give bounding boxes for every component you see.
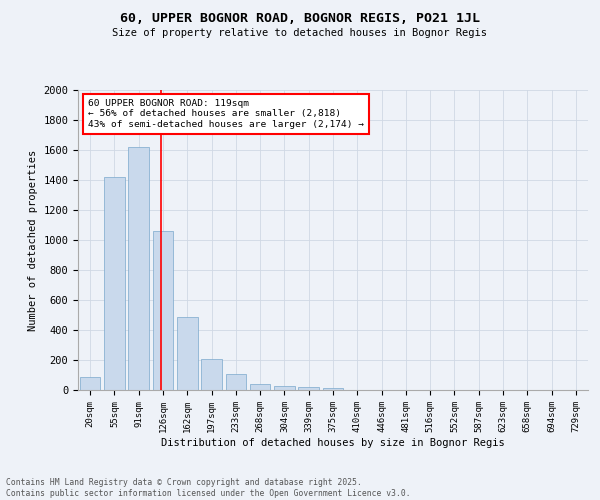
Bar xyxy=(226,374,246,390)
X-axis label: Distribution of detached houses by size in Bognor Regis: Distribution of detached houses by size … xyxy=(161,438,505,448)
Text: 60 UPPER BOGNOR ROAD: 119sqm
← 56% of detached houses are smaller (2,818)
43% of: 60 UPPER BOGNOR ROAD: 119sqm ← 56% of de… xyxy=(88,99,364,129)
Bar xyxy=(104,177,125,390)
Bar xyxy=(323,388,343,390)
Bar xyxy=(201,359,222,390)
Text: Size of property relative to detached houses in Bognor Regis: Size of property relative to detached ho… xyxy=(113,28,487,38)
Y-axis label: Number of detached properties: Number of detached properties xyxy=(28,150,38,330)
Bar xyxy=(80,377,100,390)
Bar xyxy=(128,147,149,390)
Bar xyxy=(250,384,271,390)
Text: 60, UPPER BOGNOR ROAD, BOGNOR REGIS, PO21 1JL: 60, UPPER BOGNOR ROAD, BOGNOR REGIS, PO2… xyxy=(120,12,480,26)
Text: Contains HM Land Registry data © Crown copyright and database right 2025.
Contai: Contains HM Land Registry data © Crown c… xyxy=(6,478,410,498)
Bar xyxy=(152,231,173,390)
Bar xyxy=(177,316,197,390)
Bar xyxy=(274,386,295,390)
Bar xyxy=(298,388,319,390)
